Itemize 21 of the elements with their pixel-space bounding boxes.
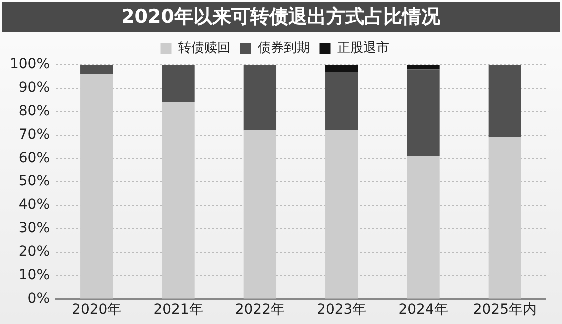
y-tick-label: 20%: [18, 244, 50, 260]
y-tick-label: 60%: [18, 150, 50, 166]
y-tick-label: 10%: [18, 267, 50, 284]
legend-label: 债券到期: [258, 40, 310, 56]
x-tick-label: 2021年: [154, 302, 204, 318]
y-tick-label: 40%: [18, 197, 50, 214]
x-tick-label: 2024年: [398, 302, 448, 318]
y-tick-label: 70%: [18, 126, 50, 143]
y-tick-label: 80%: [18, 103, 50, 120]
x-tick-label: 2023年: [317, 302, 367, 318]
legend-label: 正股退市: [337, 40, 390, 56]
x-tick-label: 2022年: [235, 302, 285, 318]
x-tick-label: 2020年: [72, 302, 122, 318]
x-tick-label: 2025年内: [473, 302, 537, 318]
legend-label: 转债赎回: [178, 40, 230, 56]
y-tick-label: 50%: [18, 174, 50, 190]
y-tick-label: 30%: [18, 220, 50, 237]
y-tick-label: 100%: [10, 56, 50, 73]
y-tick-label: 0%: [28, 290, 50, 307]
y-tick-label: 90%: [18, 80, 50, 96]
chart-title: 2020年以来可转债退出方式占比情况: [2, 2, 560, 32]
